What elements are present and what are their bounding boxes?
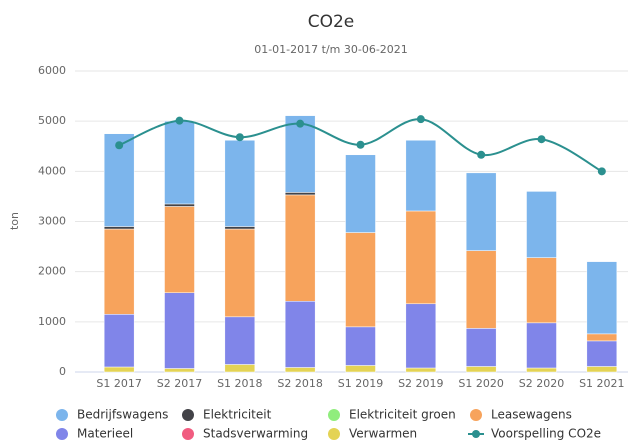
- legend-marker: [182, 409, 194, 421]
- y-axis-label: ton: [8, 212, 21, 230]
- bar-segment: [284, 301, 316, 368]
- bar-segment: [224, 226, 256, 230]
- bar-segment: [345, 154, 376, 233]
- x-tick-label: S1 2021: [579, 377, 624, 390]
- line-point: [296, 119, 305, 128]
- bar-segment: [284, 115, 316, 193]
- x-tick-label: S2 2020: [519, 377, 564, 390]
- y-tick-label: 6000: [38, 64, 66, 77]
- bar-segment: [103, 314, 135, 368]
- x-tick-label: S2 2019: [398, 377, 443, 390]
- bar-segment: [284, 367, 316, 373]
- bar-segment: [164, 206, 195, 293]
- bar-segment: [103, 228, 135, 315]
- bar-segment: [405, 210, 437, 305]
- bar-segment: [164, 292, 195, 369]
- line-point: [537, 135, 546, 144]
- bar-segment: [164, 203, 195, 207]
- bar-segment: [465, 250, 497, 329]
- y-tick-label: 3000: [38, 215, 66, 228]
- x-tick-label: S1 2019: [338, 377, 383, 390]
- bar-segment: [526, 257, 557, 324]
- bar-segment: [224, 364, 256, 373]
- bar-segment: [526, 322, 557, 369]
- x-tick-label: S1 2017: [96, 377, 141, 390]
- line-point: [235, 133, 244, 142]
- bar-segment: [164, 120, 195, 205]
- x-tick-label: S1 2018: [217, 377, 262, 390]
- bar-segment: [224, 139, 256, 227]
- y-tick-label: 1000: [38, 315, 66, 328]
- bar-segment: [103, 226, 135, 230]
- legend-label: Stadsverwarming: [203, 427, 308, 441]
- legend-marker: [328, 428, 340, 440]
- legend-label: Materieel: [77, 427, 133, 441]
- legend-label: Verwarmen: [349, 427, 417, 441]
- line-point: [115, 141, 124, 150]
- legend-label: Elektriciteit groen: [349, 408, 456, 422]
- bar-segment: [586, 366, 618, 373]
- bar-segment: [405, 367, 437, 373]
- bar-segment: [526, 367, 557, 373]
- bar-segment: [586, 333, 618, 342]
- line-point: [356, 140, 365, 149]
- line-point: [175, 116, 184, 125]
- bar-segment: [465, 366, 497, 373]
- bar-segment: [224, 316, 256, 365]
- legend-marker: [56, 409, 68, 421]
- bar-segment: [405, 139, 437, 212]
- bar-segment: [224, 228, 256, 318]
- legend-marker: [182, 428, 194, 440]
- y-tick-label: 2000: [38, 265, 66, 278]
- legend-label: Voorspelling CO2e: [491, 427, 601, 441]
- line-point: [597, 167, 606, 176]
- legend-label: Bedrijfswagens: [77, 408, 168, 422]
- x-tick-label: S2 2018: [277, 377, 322, 390]
- bar-segment: [586, 261, 618, 335]
- bar-segment: [345, 232, 376, 328]
- legend-marker: [328, 409, 340, 421]
- bar-segment: [526, 191, 557, 258]
- x-tick-label: S1 2020: [458, 377, 503, 390]
- bar-segment: [103, 366, 135, 373]
- bar-segment: [284, 192, 316, 196]
- bar-segment: [586, 340, 618, 367]
- x-tick-label: S2 2017: [157, 377, 202, 390]
- bar-segment: [465, 172, 497, 251]
- chart-title: CO2e: [308, 12, 355, 32]
- legend-label: Leasewagens: [491, 408, 572, 422]
- bar-segment: [405, 303, 437, 369]
- chart-subtitle: 01-01-2017 t/m 30-06-2021: [254, 43, 408, 56]
- legend-marker: [470, 409, 482, 421]
- y-tick-label: 4000: [38, 164, 66, 177]
- y-tick-label: 5000: [38, 114, 66, 127]
- bar-segment: [345, 326, 376, 366]
- bar-segment: [465, 328, 497, 367]
- legend-marker: [56, 428, 68, 440]
- y-tick-label: 0: [59, 365, 66, 378]
- line-point: [416, 115, 425, 124]
- bar-segment: [284, 194, 316, 302]
- legend-label: Elektriciteit: [203, 408, 272, 422]
- legend-marker: [472, 430, 480, 438]
- bar-segment: [345, 365, 376, 373]
- bar-segment: [164, 368, 195, 373]
- line-point: [477, 150, 486, 159]
